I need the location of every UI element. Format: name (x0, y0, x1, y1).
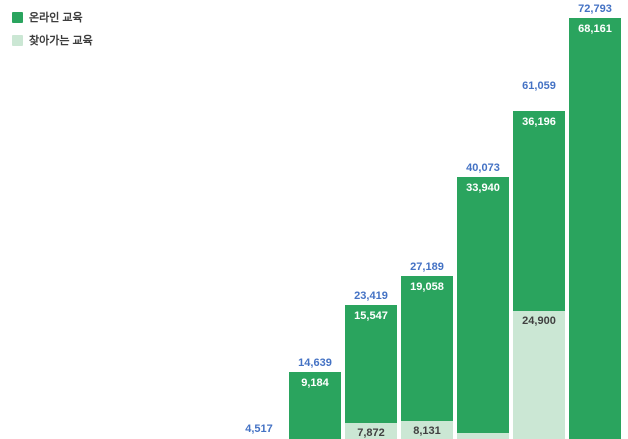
visiting-value-label: 8,131 (413, 425, 441, 437)
online-value-label: 68,161 (578, 23, 612, 35)
online-segment (513, 111, 565, 311)
total-value-label: 40,073 (466, 162, 500, 174)
online-segment (569, 18, 621, 439)
total-value-label: 61,059 (522, 80, 556, 92)
legend-item-visiting: 찾아가는 교육 (12, 32, 93, 48)
total-value-label: 72,793 (578, 3, 612, 15)
legend-label-online: 온라인 교육 (29, 12, 83, 24)
total-value-label: 23,419 (354, 290, 388, 302)
total-value-label: 4,517 (245, 423, 273, 435)
visiting-segment (345, 423, 397, 439)
visiting-segment (401, 421, 453, 439)
online-value-label: 33,940 (466, 182, 500, 194)
bar-group-2: 14,639 9,184 (289, 0, 341, 439)
legend-swatch-online (12, 11, 23, 23)
legend-label-visiting: 찾아가는 교육 (29, 35, 93, 47)
total-value-label: 27,189 (410, 261, 444, 273)
visiting-value-label: 24,900 (522, 315, 556, 327)
online-value-label: 36,196 (522, 116, 556, 128)
bar-group-6: 61,059 36,196 24,900 (513, 0, 565, 439)
online-value-label: 19,058 (410, 281, 444, 293)
online-segment (289, 372, 341, 439)
chart-legend: 온라인 교육 찾아가는 교육 (12, 9, 93, 48)
online-value-label: 15,547 (354, 310, 388, 322)
online-segment (345, 305, 397, 423)
bar-group-4: 27,189 19,058 8,131 (401, 0, 453, 439)
bar-group-1: 4,517 (233, 0, 285, 439)
online-segment (401, 276, 453, 421)
legend-swatch-visiting (12, 34, 23, 46)
visiting-segment (513, 311, 565, 439)
visiting-segment (457, 433, 509, 439)
bar-group-5: 40,073 33,940 (457, 0, 509, 439)
bar-group-7: 72,793 68,161 (569, 0, 621, 439)
legend-item-online: 온라인 교육 (12, 9, 93, 25)
total-value-label: 14,639 (298, 357, 332, 369)
online-value-label: 9,184 (301, 377, 329, 389)
bar-group-3: 23,419 15,547 7,872 (345, 0, 397, 439)
online-segment (457, 177, 509, 433)
visiting-value-label: 7,872 (357, 427, 385, 439)
